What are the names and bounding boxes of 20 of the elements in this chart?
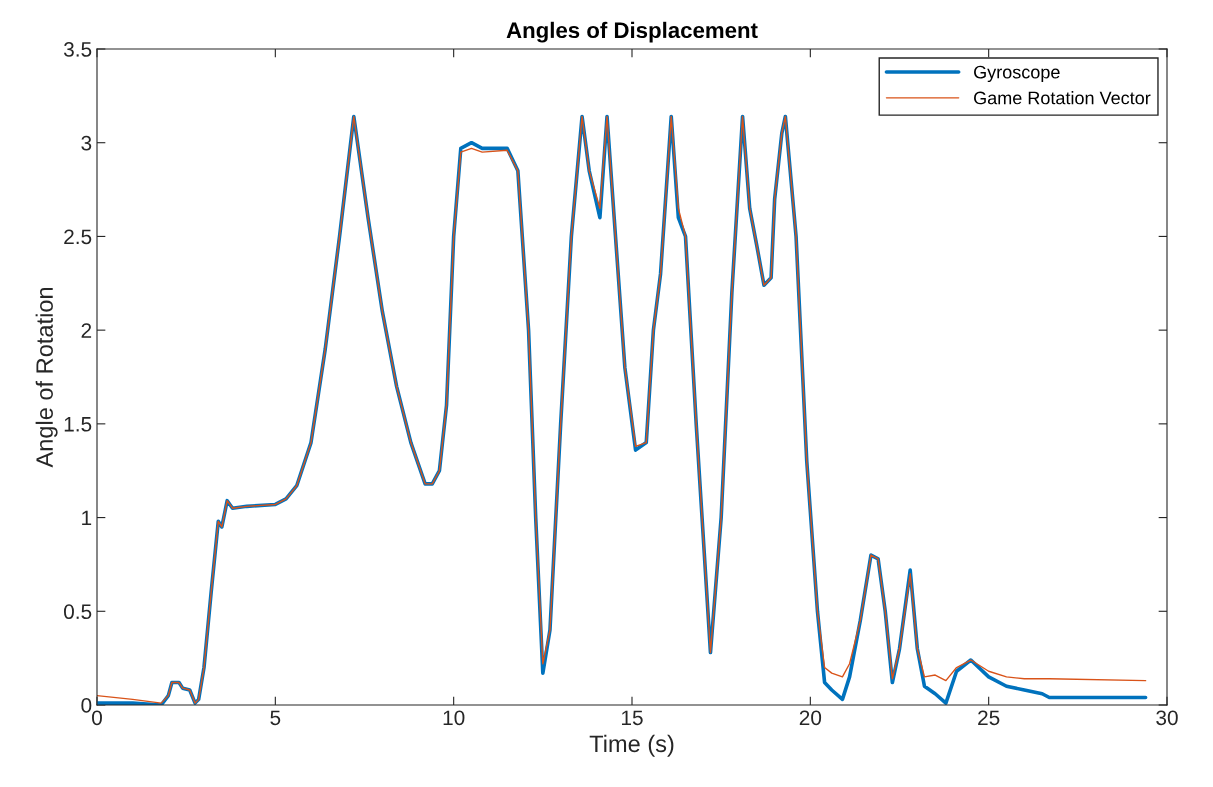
- chart-title: Angles of Displacement: [506, 21, 758, 43]
- y-tick-label: 2.5: [64, 229, 92, 245]
- x-tick-label: 10: [443, 710, 465, 726]
- y-tick-label: 1: [82, 510, 92, 526]
- y-tick-label: 3.5: [63, 42, 92, 57]
- x-tick-label: 15: [622, 710, 643, 726]
- y-tick-label: 3: [81, 135, 92, 151]
- x-tick-label: 30: [1156, 710, 1178, 726]
- y-tick-label: 0: [81, 698, 92, 713]
- x-tick-label: 20: [799, 710, 822, 726]
- x-tick-label: 25: [978, 710, 1000, 726]
- y-axis-title: Angle of Rotation: [35, 287, 58, 468]
- legend-label: Game Rotation Vector: [974, 91, 1151, 105]
- x-tick-label: 0: [92, 710, 102, 726]
- x-tick-label: 5: [270, 710, 281, 726]
- y-tick-label: 0.5: [63, 604, 92, 620]
- y-tick-label: 2: [81, 323, 92, 338]
- y-tick-label: 1.5: [64, 417, 92, 432]
- legend-label: Gyroscope: [974, 65, 1060, 83]
- x-axis-title: Time (s): [589, 734, 674, 757]
